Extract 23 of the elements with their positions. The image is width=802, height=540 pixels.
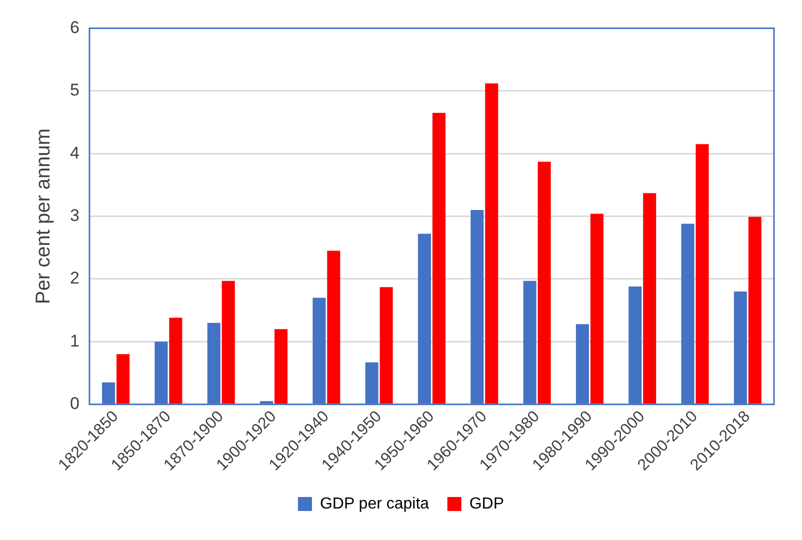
bar — [643, 193, 656, 404]
y-tick-label: 6 — [70, 18, 80, 37]
y-tick-label: 4 — [70, 143, 80, 162]
bar — [169, 318, 182, 404]
y-tick-label: 3 — [70, 206, 80, 225]
bar — [327, 250, 340, 404]
bar — [538, 162, 551, 404]
legend-label: GDP per capita — [320, 495, 430, 512]
y-tick-label: 2 — [70, 268, 80, 288]
bar — [748, 216, 762, 404]
bar — [274, 329, 288, 404]
y-tick-label: 1 — [70, 331, 80, 350]
bar — [590, 214, 604, 404]
bar — [116, 354, 130, 404]
bar — [380, 287, 393, 404]
bar — [222, 280, 235, 404]
y-tick-label: 5 — [70, 80, 80, 100]
y-axis-title: Per cent per annum — [32, 128, 55, 304]
bar — [696, 144, 709, 404]
bar — [485, 83, 498, 404]
legend-label: GDP — [469, 495, 504, 512]
bar — [432, 112, 446, 404]
y-tick-label: 0 — [70, 394, 80, 414]
